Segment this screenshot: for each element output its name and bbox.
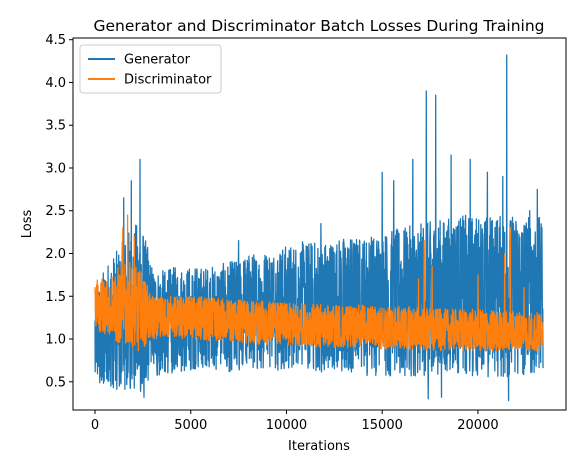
y-axis-label: Loss [20,210,35,239]
legend-box [79,44,222,94]
y-tick-label: 0.5 [45,375,66,390]
y-axis: 0.5 1.0 1.5 2.0 2.5 3.0 3.5 4.0 4.5 [45,33,73,390]
y-tick-label: 1.0 [45,333,66,348]
x-tick-label: 5000 [174,418,207,433]
series-line-discriminator [94,214,544,352]
series-layer [94,54,544,402]
x-tick-label: 10000 [266,418,307,433]
x-axis-label: Iterations [288,439,350,454]
y-tick-label: 3.0 [45,161,66,176]
y-tick-label: 4.5 [45,33,66,48]
y-tick-label: 4.0 [45,76,66,91]
legend-label-discriminator: Discriminator [124,73,212,88]
legend-label-generator: Generator [124,53,191,68]
plot-area [94,54,544,402]
y-tick-label: 1.5 [45,290,66,305]
y-tick-label: 2.5 [45,204,66,219]
x-tick-label: 15000 [362,418,403,433]
chart-title: Generator and Discriminator Batch Losses… [93,17,544,35]
plot-frame [72,37,567,411]
legend: Generator Discriminator [79,44,222,94]
x-tick-label: 20000 [457,418,498,433]
y-tick-label: 2.0 [45,247,66,262]
x-tick-label: 0 [91,418,99,433]
x-axis: 0 5000 10000 15000 20000 [91,410,499,433]
y-tick-label: 3.5 [45,119,66,134]
